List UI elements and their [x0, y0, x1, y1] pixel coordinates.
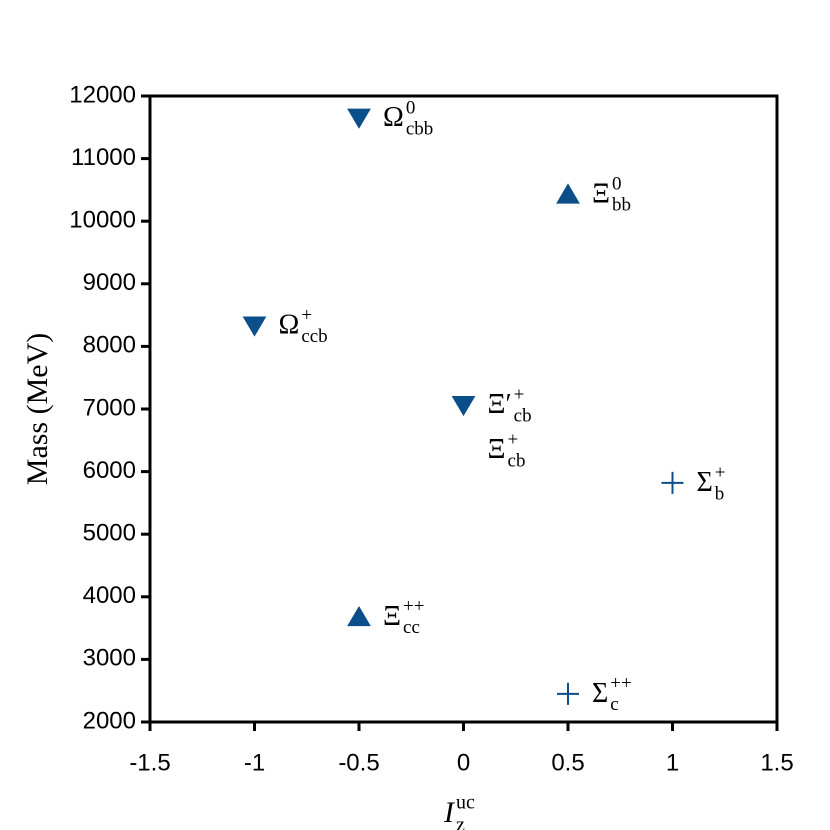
label-base: Ξ [488, 434, 506, 465]
y-tick-label: 7000 [83, 394, 136, 421]
label-sup: 0 [612, 174, 622, 195]
data-point [661, 471, 684, 494]
x-tick-label: 0 [457, 749, 470, 776]
y-tick-label: 8000 [83, 332, 136, 359]
data-point [557, 682, 579, 705]
label-sub: z [456, 814, 465, 830]
label-sup: uc [456, 792, 475, 814]
label-base: Σ [592, 678, 608, 709]
label-sub: bb [612, 195, 631, 216]
x-tick-label: -1 [244, 749, 265, 776]
x-tick-label: -1.5 [129, 749, 170, 776]
y-tick-label: 11000 [71, 144, 136, 171]
label-base: Σ [697, 467, 713, 498]
label-sub: c [610, 694, 618, 715]
label-base: Ξ′ [488, 389, 512, 420]
label-base: Ξ [592, 178, 610, 209]
label-sup: + [508, 430, 519, 451]
y-tick-label: 6000 [83, 457, 136, 484]
y-tick-label: 12000 [69, 81, 136, 108]
label-sub: cb [508, 451, 526, 472]
x-tick-label: 0.5 [551, 749, 584, 776]
x-tick-label: 1.5 [760, 749, 793, 776]
label-sub: ccb [301, 326, 327, 347]
label-sub: cbb [406, 118, 433, 139]
y-tick-label: 9000 [83, 269, 136, 296]
label-sub: b [715, 483, 725, 504]
y-tick-label: 2000 [83, 707, 136, 734]
label-base: Ω [383, 102, 404, 133]
data-point [347, 108, 371, 129]
data-point [242, 316, 267, 337]
data-point [347, 605, 371, 627]
label-sup: 0 [406, 97, 416, 118]
label-base: Ξ [383, 601, 401, 632]
label-sub: cb [514, 406, 532, 427]
label-base: I [443, 796, 456, 829]
label-base: Ω [279, 310, 300, 341]
label-sup: + [301, 305, 312, 326]
label-sup: + [514, 385, 525, 406]
plot-frame [148, 94, 779, 724]
y-axis-label: Mass (MeV) [21, 333, 54, 485]
label-sup: ++ [403, 596, 424, 617]
label-sub: cc [403, 617, 420, 638]
y-tick-label: 4000 [83, 582, 136, 609]
x-tick-label: -0.5 [338, 749, 379, 776]
label-sup: + [715, 462, 726, 483]
y-tick-label: 5000 [83, 520, 136, 547]
x-tick-label: 1 [666, 749, 679, 776]
y-tick-label: 10000 [69, 207, 136, 234]
label-sup: ++ [610, 673, 631, 694]
data-point [451, 395, 476, 417]
y-tick-label: 3000 [83, 645, 136, 672]
data-point [556, 183, 580, 204]
